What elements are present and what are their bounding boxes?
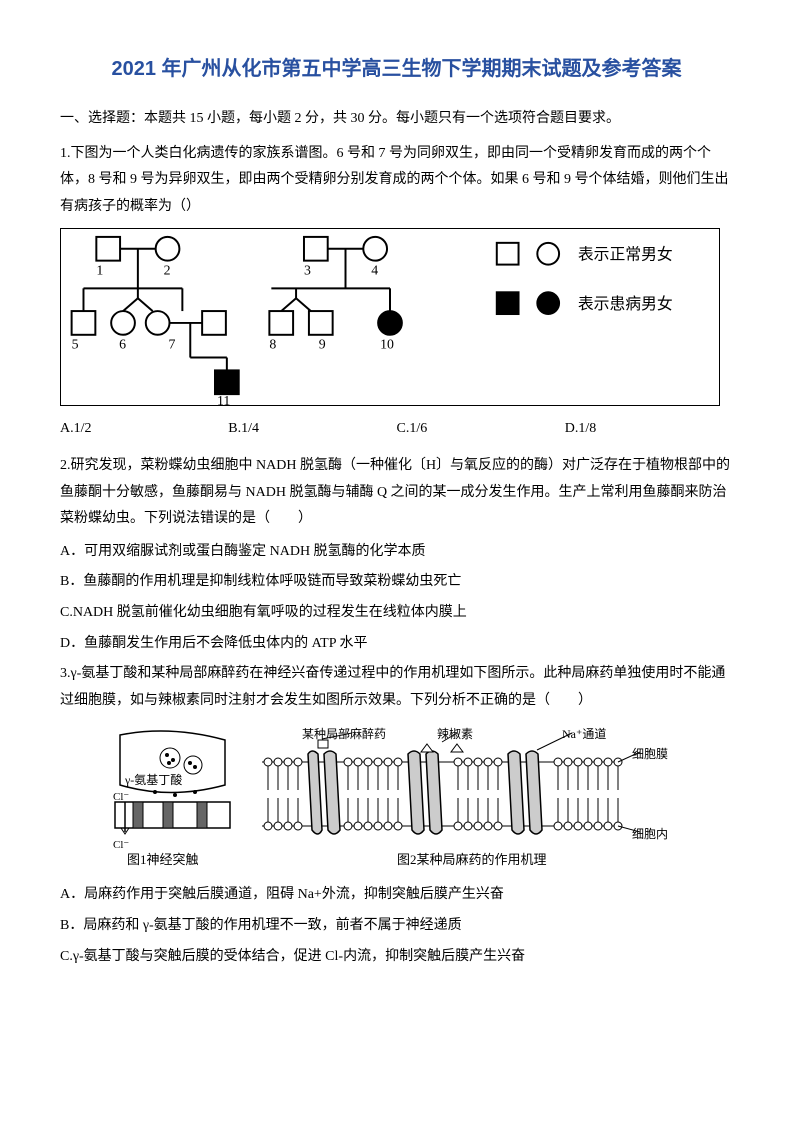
q2-opt-a: A．可用双缩脲试剂或蛋白酶鉴定 NADH 脱氢酶的化学本质 — [60, 539, 733, 566]
svg-text:7: 7 — [169, 337, 176, 352]
svg-text:2: 2 — [164, 263, 171, 278]
q2-opt-c: C.NADH 脱氢前催化幼虫细胞有氧呼吸的过程发生在线粒体内膜上 — [60, 600, 733, 627]
legend-normal-text: 表示正常男女 — [578, 245, 673, 264]
membrane-label: 细胞膜 — [632, 747, 668, 761]
q3-opt-c: C.γ-氨基丁酸与突触后膜的受体结合，促进 Cl-内流，抑制突触后膜产生兴奋 — [60, 944, 733, 971]
q1-opt-a: A.1/2 — [60, 416, 228, 443]
fig2-caption: 图2某种局麻药的作用机理 — [397, 852, 547, 867]
svg-text:6: 6 — [119, 337, 126, 352]
q3-opt-b: B．局麻药和 γ-氨基丁酸的作用机理不一致，前者不属于神经递质 — [60, 913, 733, 940]
q1-text: 1.下图为一个人类白化病遗传的家族系谱图。6 号和 7 号为同卵双生，即由同一个… — [60, 141, 733, 221]
fig1-caption: 图1神经突触 — [127, 852, 199, 867]
q1-opt-c: C.1/6 — [397, 416, 565, 443]
q1-options: A.1/2 B.1/4 C.1/6 D.1/8 — [60, 416, 733, 443]
svg-text:8: 8 — [269, 337, 276, 352]
q2-opt-d: D．鱼藤酮发生作用后不会降低虫体内的 ATP 水平 — [60, 631, 733, 658]
legend-affected-text: 表示患病男女 — [578, 294, 673, 313]
na-label: Na⁺通道 — [562, 727, 606, 741]
q1-opt-d: D.1/8 — [565, 416, 733, 443]
svg-text:9: 9 — [319, 337, 326, 352]
svg-text:5: 5 — [72, 337, 79, 352]
svg-text:10: 10 — [380, 337, 394, 352]
q3-figure: Cl⁻ Cl⁻ γ-氨基丁酸 图1神经突触 某种局部麻醉药 辣椒素 Na⁺通道 … — [107, 722, 687, 872]
gaba-label: γ-氨基丁酸 — [124, 772, 182, 787]
cl-bottom-label: Cl⁻ — [113, 839, 129, 851]
q2-opt-b: B．鱼藤酮的作用机理是抑制线粒体呼吸链而导致菜粉蝶幼虫死亡 — [60, 569, 733, 596]
q3-opt-a: A．局麻药作用于突触后膜通道，阻碍 Na+外流，抑制突触后膜产生兴奋 — [60, 882, 733, 909]
page-title: 2021 年广州从化市第五中学高三生物下学期期末试题及参考答案 — [60, 50, 733, 88]
svg-text:4: 4 — [371, 263, 378, 278]
svg-text:1: 1 — [96, 263, 103, 278]
svg-text:3: 3 — [304, 263, 311, 278]
cl-top-label: Cl⁻ — [113, 791, 129, 803]
q1-pedigree-figure: 1 2 3 4 5 6 7 8 9 10 11 表示正常男女 表示患病男女 — [60, 228, 720, 406]
svg-text:11: 11 — [217, 393, 230, 406]
q1-opt-b: B.1/4 — [228, 416, 396, 443]
inside-label: 细胞内 — [632, 827, 668, 841]
drug-label: 某种局部麻醉药 — [302, 726, 386, 741]
section-1-header: 一、选择题：本题共 15 小题，每小题 2 分，共 30 分。每小题只有一个选项… — [60, 106, 733, 133]
q2-text: 2.研究发现，菜粉蝶幼虫细胞中 NADH 脱氢酶（一种催化〔H〕与氧反应的的酶）… — [60, 453, 733, 533]
q3-text: 3.γ-氨基丁酸和某种局部麻醉药在神经兴奋传递过程中的作用机理如下图所示。此种局… — [60, 661, 733, 714]
